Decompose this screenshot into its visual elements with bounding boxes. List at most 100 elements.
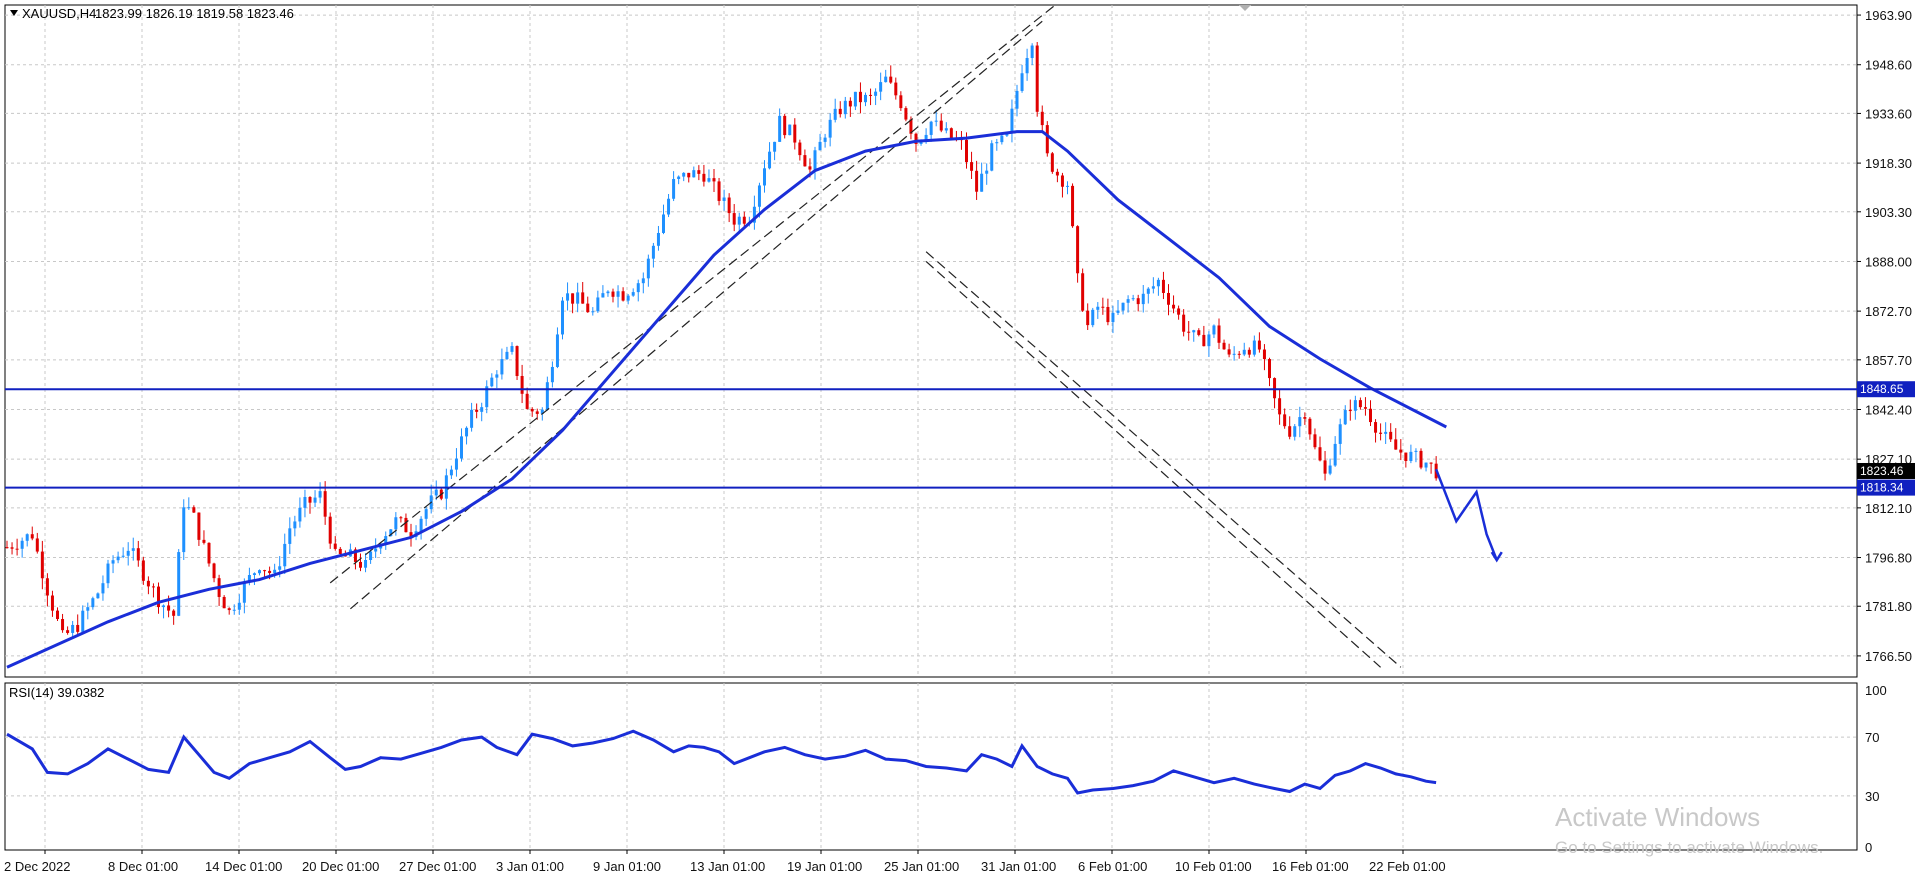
forecast-drawing [1434,468,1498,561]
candle-body [293,521,297,529]
price-pane[interactable] [4,4,1858,678]
candle-body [672,179,676,199]
rsi-axis-tick-label: 70 [1865,730,1879,745]
price-axis-tick-label: 1812.10 [1865,501,1912,516]
candle-body [278,566,282,570]
candle-body [914,133,918,144]
candle-body [934,120,938,122]
time-axis-tick-label: 10 Feb 01:00 [1175,859,1252,874]
candle-body [813,150,817,170]
time-axis-tick-label: 20 Dec 01:00 [302,859,379,874]
support-price-box: 1818.34 [1857,479,1915,496]
candle-body [828,119,832,138]
candle-body [858,91,862,103]
candle-body [353,549,357,562]
candle-body [869,94,873,96]
candle-body [136,548,140,561]
candle-body [1161,279,1165,293]
time-axis-tick-label: 6 Feb 01:00 [1078,859,1147,874]
candle-body [1156,279,1160,287]
activation-watermark-subtitle: Go to Settings to activate Windows. [1555,838,1823,857]
candle-body [328,516,332,544]
candle-body [1197,330,1201,335]
candle-body [1025,58,1029,74]
candle-body [662,214,665,233]
candle-body [1010,108,1014,134]
candle-body [1358,400,1362,408]
candle-body [449,469,453,476]
downtrend-channel-line[interactable] [925,261,1381,668]
candle-body [1101,306,1105,308]
uptrend-channel-line[interactable] [350,20,1043,610]
candle-body [520,376,524,394]
resistance-price-box: 1848.65 [1857,381,1915,398]
dropdown-triangle-icon[interactable] [10,10,18,16]
candle-body [1141,293,1145,305]
candle-body [1207,334,1211,347]
shift-marker-icon[interactable] [1239,5,1251,11]
candle-body [1323,460,1327,474]
candle-body [1030,45,1034,59]
trendline-channels [329,0,1402,668]
candle-body [1000,135,1004,143]
candle-body [1338,424,1342,444]
candle-body [1343,410,1347,425]
candle-body [591,311,595,313]
candle-body [1414,450,1418,452]
candle-body [752,206,756,223]
candle-body [1091,309,1095,326]
candle-body [833,108,837,120]
candle-body [848,100,852,107]
candle-body [949,128,953,139]
candle-body [222,596,226,609]
candle-body [525,393,529,409]
candle-body [803,155,807,167]
time-axis-tick-label: 9 Jan 01:00 [593,859,661,874]
uptrend-channel-line[interactable] [329,0,1067,584]
candle-body [247,575,251,583]
forecast-arrowhead-icon [1490,551,1503,563]
candle-body [182,507,186,553]
time-axis-tick-label: 22 Feb 01:00 [1369,859,1446,874]
downtrend-channel-line[interactable] [925,251,1402,668]
candle-body [394,517,398,530]
candle-body [101,583,105,594]
price-axis-tick-label: 1888.00 [1865,254,1912,269]
candle-body [864,94,867,103]
candle-body [879,82,883,92]
symbol-label: XAUUSD,H4 [22,6,96,21]
candle-body [1187,331,1191,333]
candle-body [1379,432,1383,434]
candle-body [889,76,893,83]
price-axis: 1963.90 1948.60 1933.60 1918.30 1903.30 1888.… [1857,8,1912,664]
candle-body [227,608,231,611]
price-axis-tick-label: 1963.90 [1865,8,1912,23]
candle-body [91,598,95,608]
price-axis-tick-label: 1857.70 [1865,353,1912,368]
candle-body [737,216,741,225]
candle-body [884,76,888,83]
candle-body [555,334,559,367]
candle-body [338,548,342,555]
candle-body [40,551,44,579]
current-price-box: 1823.46 [1857,462,1915,479]
candle-body [853,91,857,107]
candle-body [566,293,570,301]
candle-body [15,548,19,550]
candle-body [202,539,206,543]
candle-body [1384,431,1388,434]
candle-body [1389,431,1393,440]
candle-body [1257,340,1261,350]
time-axis-tick-label: 19 Jan 01:00 [787,859,862,874]
candle-body [667,198,671,215]
candle-body [172,610,176,616]
candle-body [1298,417,1302,427]
candle-body [76,624,80,632]
candle-body [237,602,241,610]
candle-body [1071,185,1075,227]
time-axis-tick-label: 3 Jan 01:00 [496,859,564,874]
candle-body [475,409,479,412]
candle-body [1369,408,1372,423]
candle-body [167,605,171,611]
